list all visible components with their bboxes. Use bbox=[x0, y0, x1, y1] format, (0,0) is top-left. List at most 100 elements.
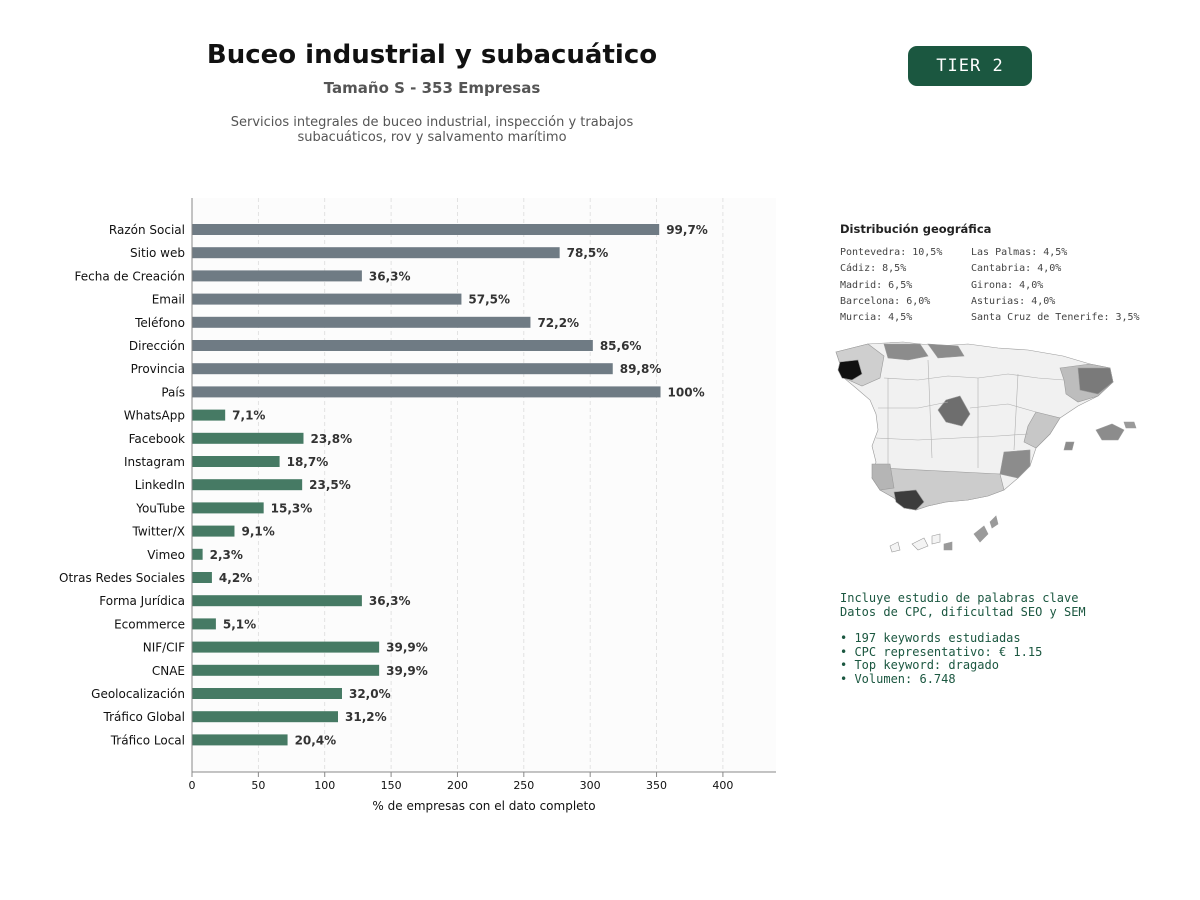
value-label: 72,2% bbox=[537, 316, 579, 330]
bar bbox=[192, 734, 288, 746]
value-label: 20,4% bbox=[295, 733, 337, 747]
value-label: 36,3% bbox=[369, 269, 411, 283]
x-tick-label: 200 bbox=[447, 779, 468, 792]
category-label: CNAE bbox=[152, 664, 185, 678]
category-label: NIF/CIF bbox=[143, 641, 185, 655]
x-tick-label: 250 bbox=[513, 779, 534, 792]
value-label: 32,0% bbox=[349, 687, 391, 701]
spain-province-map bbox=[835, 341, 1137, 553]
keywords-panel: Incluye estudio de palabras clave Datos … bbox=[840, 591, 1180, 686]
page-description: Servicios integrales de buceo industrial… bbox=[230, 115, 634, 145]
category-label: Email bbox=[152, 293, 185, 307]
value-label: 78,5% bbox=[567, 246, 609, 260]
category-label: LinkedIn bbox=[135, 478, 185, 492]
geo-item: Murcia: 4,5% bbox=[840, 312, 913, 324]
category-label: WhatsApp bbox=[124, 409, 185, 423]
map-murcia bbox=[999, 449, 1031, 479]
category-label: Teléfono bbox=[134, 316, 185, 330]
x-tick-label: 400 bbox=[712, 779, 733, 792]
bar bbox=[192, 618, 216, 630]
keyword-bullet: • Volumen: 6.748 bbox=[840, 671, 956, 686]
geo-item: Santa Cruz de Tenerife: 3,5% bbox=[971, 312, 1140, 324]
map-girona-barcelona bbox=[1077, 367, 1114, 395]
category-label: Instagram bbox=[124, 455, 185, 469]
keywords-line2: Datos de CPC, dificultad SEO y SEM bbox=[840, 604, 1086, 619]
bar bbox=[192, 270, 362, 282]
x-tick-label: 350 bbox=[646, 779, 667, 792]
value-label: 89,8% bbox=[620, 362, 662, 376]
map-ibiza bbox=[1063, 441, 1075, 451]
value-label: 39,9% bbox=[386, 641, 428, 655]
bar bbox=[192, 316, 531, 328]
map-cadiz bbox=[893, 489, 925, 511]
bar bbox=[192, 641, 380, 653]
category-label: Tráfico Local bbox=[110, 733, 185, 747]
map-valencia bbox=[1023, 411, 1061, 449]
category-label: Provincia bbox=[131, 362, 185, 376]
bar bbox=[192, 293, 462, 305]
bar bbox=[192, 711, 338, 723]
chart-x-ticks: 0 50 100 150 200 250 300 350 400 bbox=[189, 772, 733, 792]
category-label: Tráfico Global bbox=[103, 710, 185, 724]
geo-item: Pontevedra: 10,5% bbox=[840, 247, 943, 258]
category-label: País bbox=[161, 385, 185, 399]
geo-distribution-title: Distribución geográfica bbox=[840, 222, 992, 236]
category-label: Otras Redes Sociales bbox=[59, 571, 185, 585]
bar bbox=[192, 548, 203, 560]
map-canarias-east bbox=[943, 515, 999, 551]
category-label: Geolocalización bbox=[91, 687, 185, 701]
geo-list-left: Pontevedra: 10,5% Cádiz: 8,5% Madrid: 6,… bbox=[840, 245, 942, 326]
x-tick-label: 150 bbox=[381, 779, 402, 792]
x-axis-label: % de empresas con el dato completo bbox=[372, 799, 595, 813]
bar bbox=[192, 502, 264, 514]
bar bbox=[192, 363, 613, 375]
bar bbox=[192, 595, 362, 607]
map-menorca bbox=[1123, 421, 1137, 429]
bar bbox=[192, 525, 235, 537]
category-label: Twitter/X bbox=[132, 525, 185, 539]
category-label: Sitio web bbox=[130, 246, 185, 260]
value-label: 57,5% bbox=[468, 293, 510, 307]
value-label: 4,2% bbox=[219, 571, 252, 585]
value-label: 23,5% bbox=[309, 478, 351, 492]
tier-badge: TIER 2 bbox=[908, 46, 1032, 86]
bar bbox=[192, 688, 342, 699]
category-label: Dirección bbox=[129, 339, 185, 353]
map-huelva bbox=[871, 463, 895, 491]
map-madrid bbox=[937, 395, 971, 427]
x-tick-label: 50 bbox=[251, 779, 265, 792]
geo-list-right: Las Palmas: 4,5% Cantabria: 4,0% Girona:… bbox=[971, 245, 1140, 326]
x-tick-label: 100 bbox=[314, 779, 335, 792]
bar bbox=[192, 479, 303, 491]
category-label: Ecommerce bbox=[114, 617, 185, 631]
geo-item: Cádiz: 8,5% bbox=[840, 263, 907, 275]
keywords-line1: Incluye estudio de palabras clave bbox=[840, 591, 1079, 605]
value-label: 99,7% bbox=[666, 223, 708, 237]
value-label: 9,1% bbox=[241, 525, 274, 539]
value-label: 100% bbox=[668, 385, 705, 399]
keyword-bullet: • CPC representativo: € 1.15 bbox=[840, 644, 1043, 659]
keyword-bullet: • Top keyword: dragado bbox=[840, 658, 999, 672]
value-label: 7,1% bbox=[232, 409, 265, 423]
bar-chart: Razón Social Sitio web Fecha de Creación Em… bbox=[59, 198, 776, 813]
map-pontevedra bbox=[837, 359, 863, 381]
value-label: 31,2% bbox=[345, 710, 387, 724]
geo-item: Asturias: 4,0% bbox=[971, 295, 1056, 307]
geo-item: Girona: 4,0% bbox=[971, 279, 1044, 291]
map-canarias-west bbox=[889, 533, 941, 553]
value-label: 23,8% bbox=[310, 432, 352, 446]
chart-bars bbox=[192, 224, 661, 746]
value-label: 36,3% bbox=[369, 594, 411, 608]
category-label: Forma Jurídica bbox=[99, 594, 185, 608]
chart-category-labels: Razón Social Sitio web Fecha de Creación Em… bbox=[59, 223, 185, 747]
value-label: 18,7% bbox=[287, 455, 329, 469]
bar bbox=[192, 409, 226, 421]
map-cantabria bbox=[927, 343, 965, 359]
category-label: Razón Social bbox=[109, 223, 185, 237]
chart-value-labels: 99,7% 78,5% 36,3% 57,5% 72,2% 85,6% 89,8% 100% 7… bbox=[210, 223, 708, 747]
geo-item: Madrid: 6,5% bbox=[840, 279, 913, 291]
map-mallorca bbox=[1095, 423, 1125, 441]
bar bbox=[192, 224, 660, 235]
category-label: Fecha de Creación bbox=[75, 269, 185, 283]
geo-item: Barcelona: 6,0% bbox=[840, 295, 931, 307]
